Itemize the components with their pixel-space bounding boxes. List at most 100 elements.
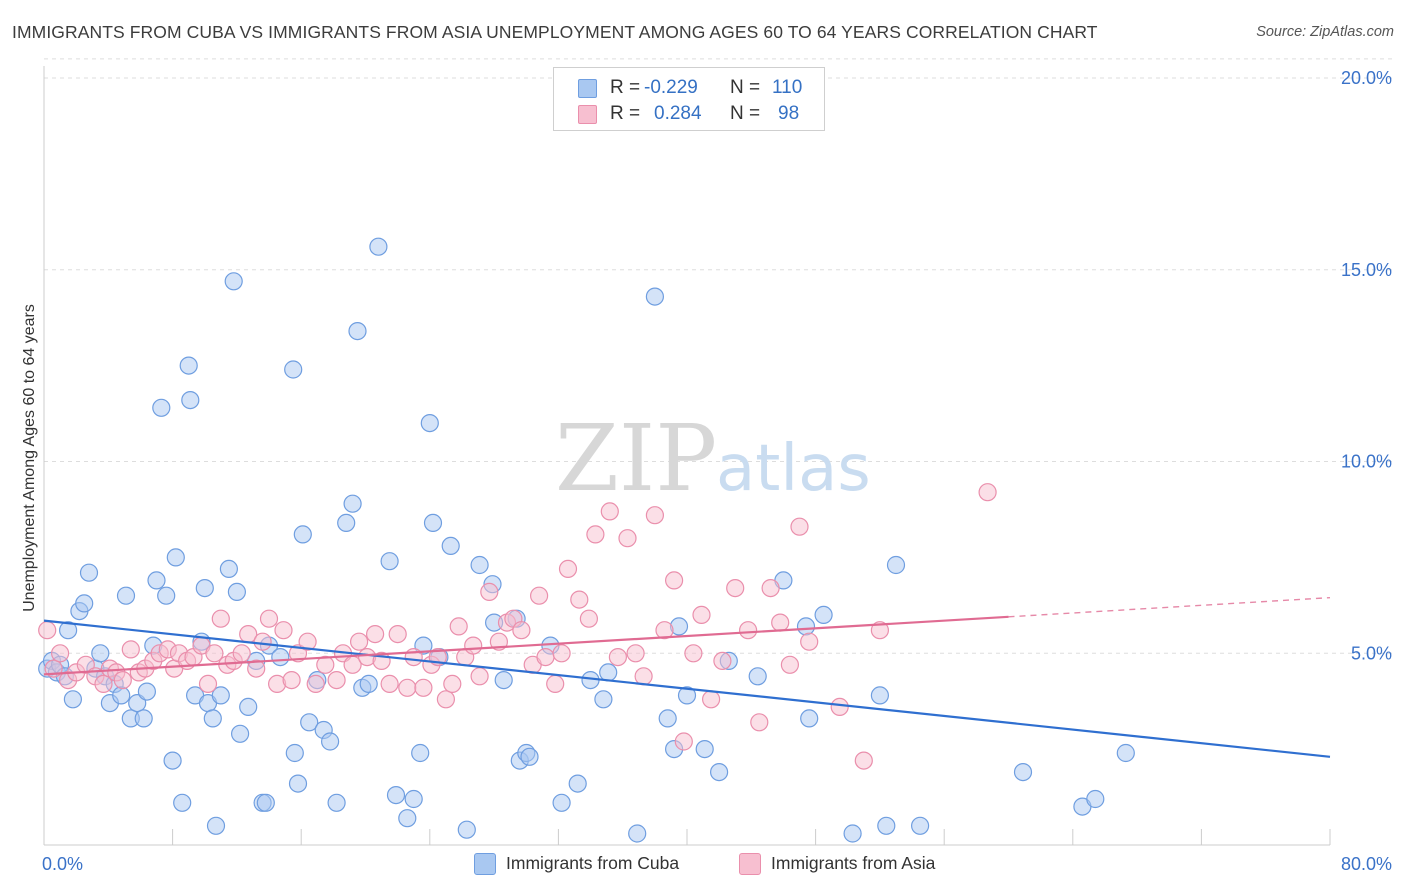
watermark-zip: ZIP [555, 405, 717, 512]
cuba-point [231, 724, 250, 743]
legend-swatch-asia [578, 105, 597, 124]
cuba-point [181, 391, 200, 410]
cuba-point [709, 762, 729, 782]
asia-point [546, 674, 565, 694]
cuba-point [552, 793, 571, 812]
cuba-point [152, 398, 171, 417]
cuba-trend-line [43, 619, 1331, 758]
legend-n-label: N = [730, 103, 761, 124]
asia-point [634, 667, 653, 686]
asia-point [713, 651, 732, 671]
cuba-point [404, 789, 423, 809]
cuba-point [800, 709, 819, 728]
asia-point [470, 667, 489, 686]
cuba-point [1013, 762, 1033, 782]
cuba-point [173, 793, 192, 812]
cuba-point [1116, 743, 1135, 763]
cuba-point [337, 513, 356, 533]
asia-point [790, 517, 809, 536]
cuba-point [179, 356, 198, 375]
cuba-point [166, 548, 185, 567]
asia-point [449, 617, 468, 636]
cuba-point [748, 667, 767, 686]
cuba-point [398, 809, 417, 828]
cuba-point [877, 816, 896, 835]
grid-lines [44, 58, 1392, 654]
asia-point [726, 578, 745, 598]
cuba-point [470, 555, 489, 575]
asia-point [211, 609, 230, 628]
x-tick-label-max: 80.0% [1341, 854, 1392, 874]
cuba-point [112, 686, 131, 705]
x-tick-label-min: 0.0% [42, 854, 83, 874]
cuba-point [423, 513, 443, 533]
cuba-point [886, 555, 906, 575]
legend-n-label: N = [730, 77, 761, 98]
asia-point [558, 559, 578, 579]
asia-point [350, 632, 369, 651]
bottom-legend-label-cuba: Immigrants from Cuba [506, 853, 680, 873]
asia-point [608, 647, 628, 667]
asia-point [684, 644, 703, 663]
bottom-legend-swatch-asia [739, 853, 761, 875]
asia-point [306, 674, 325, 694]
asia-point [259, 609, 279, 628]
asia-point [121, 640, 140, 659]
asia-point [512, 621, 531, 640]
cuba-point [58, 621, 78, 640]
cuba-point [658, 709, 677, 728]
asia-point [536, 647, 555, 667]
cuba-point [206, 816, 226, 835]
asia-point [529, 586, 549, 605]
asia-point [436, 690, 455, 709]
asia-point [780, 655, 800, 674]
y-tick-label: 10.0% [1341, 452, 1392, 472]
cuba-point [239, 697, 258, 717]
cuba-point [814, 605, 833, 625]
trend-lines [43, 596, 1331, 758]
cuba-point [645, 287, 665, 306]
legend-r-value: 0.284 [654, 103, 702, 124]
asia-point [94, 674, 113, 694]
cuba-point [870, 686, 890, 705]
cuba-point [380, 552, 399, 571]
asia-point [232, 644, 251, 663]
asia-point [750, 713, 769, 732]
cuba-point [271, 647, 290, 667]
asia-point [800, 632, 819, 651]
asia-point [380, 674, 399, 694]
asia-point [253, 632, 272, 651]
asia-point [645, 506, 665, 525]
asia-point [398, 678, 417, 697]
asia-point [586, 525, 605, 544]
cuba-point [327, 793, 346, 812]
cuba-point [348, 322, 367, 341]
cuba-point [75, 594, 94, 613]
correlation-legend: R = -0.229 N = 110 R = 0.284 N = 98 [553, 67, 825, 131]
asia-point [198, 674, 218, 694]
asia-trend-line [43, 615, 1009, 676]
asia-point [316, 655, 335, 674]
asia-point [978, 483, 997, 502]
cuba-point [420, 414, 439, 433]
asia-point [692, 605, 711, 625]
asia-point [247, 659, 266, 678]
cuba-point [300, 713, 319, 732]
asia-point [480, 582, 499, 602]
asia-point [771, 613, 790, 632]
legend-n-value: 110 [772, 77, 803, 98]
asia-point [579, 609, 599, 628]
asia-point [655, 621, 674, 640]
cuba-point [386, 785, 406, 805]
asia-point [738, 621, 758, 640]
cuba-point [224, 272, 243, 291]
cuba-point [288, 774, 308, 793]
asia-point [701, 690, 721, 709]
y-tick-label: 15.0% [1341, 260, 1392, 280]
asia-trend-line-extension [1008, 596, 1331, 618]
cuba-point [369, 237, 388, 256]
bottom-legend-swatch-cuba [474, 853, 496, 875]
cuba-point [343, 494, 362, 513]
cuba-point [457, 820, 476, 839]
asia-point [626, 644, 645, 663]
